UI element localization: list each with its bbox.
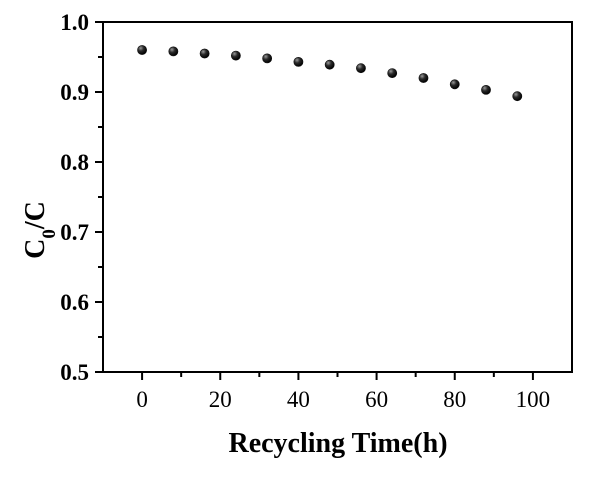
x-axis-title: Recycling Time(h) bbox=[228, 428, 447, 459]
x-tick-label: 0 bbox=[136, 387, 148, 412]
data-point bbox=[230, 50, 241, 61]
data-point bbox=[481, 85, 491, 95]
y-tick-label: 1.0 bbox=[60, 10, 89, 35]
data-point bbox=[168, 46, 179, 57]
y-axis-title-main: C bbox=[20, 239, 51, 259]
data-point bbox=[199, 48, 210, 59]
y-tick-label: 0.6 bbox=[60, 290, 89, 315]
x-tick-label: 80 bbox=[443, 387, 466, 412]
y-axis-title-tail: /C bbox=[20, 201, 51, 230]
x-tick-label: 100 bbox=[516, 387, 551, 412]
y-tick-label: 0.8 bbox=[60, 150, 89, 175]
y-tick-label: 0.7 bbox=[60, 220, 89, 245]
y-axis-title: C0/C bbox=[20, 201, 60, 259]
data-point bbox=[293, 57, 304, 67]
data-point bbox=[418, 73, 429, 83]
data-point bbox=[356, 63, 366, 74]
data-point bbox=[324, 59, 335, 70]
data-point bbox=[512, 91, 523, 102]
data-point bbox=[137, 45, 147, 55]
y-tick-label: 0.5 bbox=[60, 360, 89, 385]
x-tick-label: 60 bbox=[365, 387, 388, 412]
data-point bbox=[449, 79, 460, 90]
plot-frame bbox=[102, 21, 573, 373]
y-axis-title-sub: 0 bbox=[39, 229, 60, 239]
data-point bbox=[262, 53, 273, 64]
data-point bbox=[387, 68, 398, 78]
x-tick-label: 40 bbox=[287, 387, 310, 412]
y-tick-label: 0.9 bbox=[60, 80, 89, 105]
x-tick-label: 20 bbox=[209, 387, 232, 412]
